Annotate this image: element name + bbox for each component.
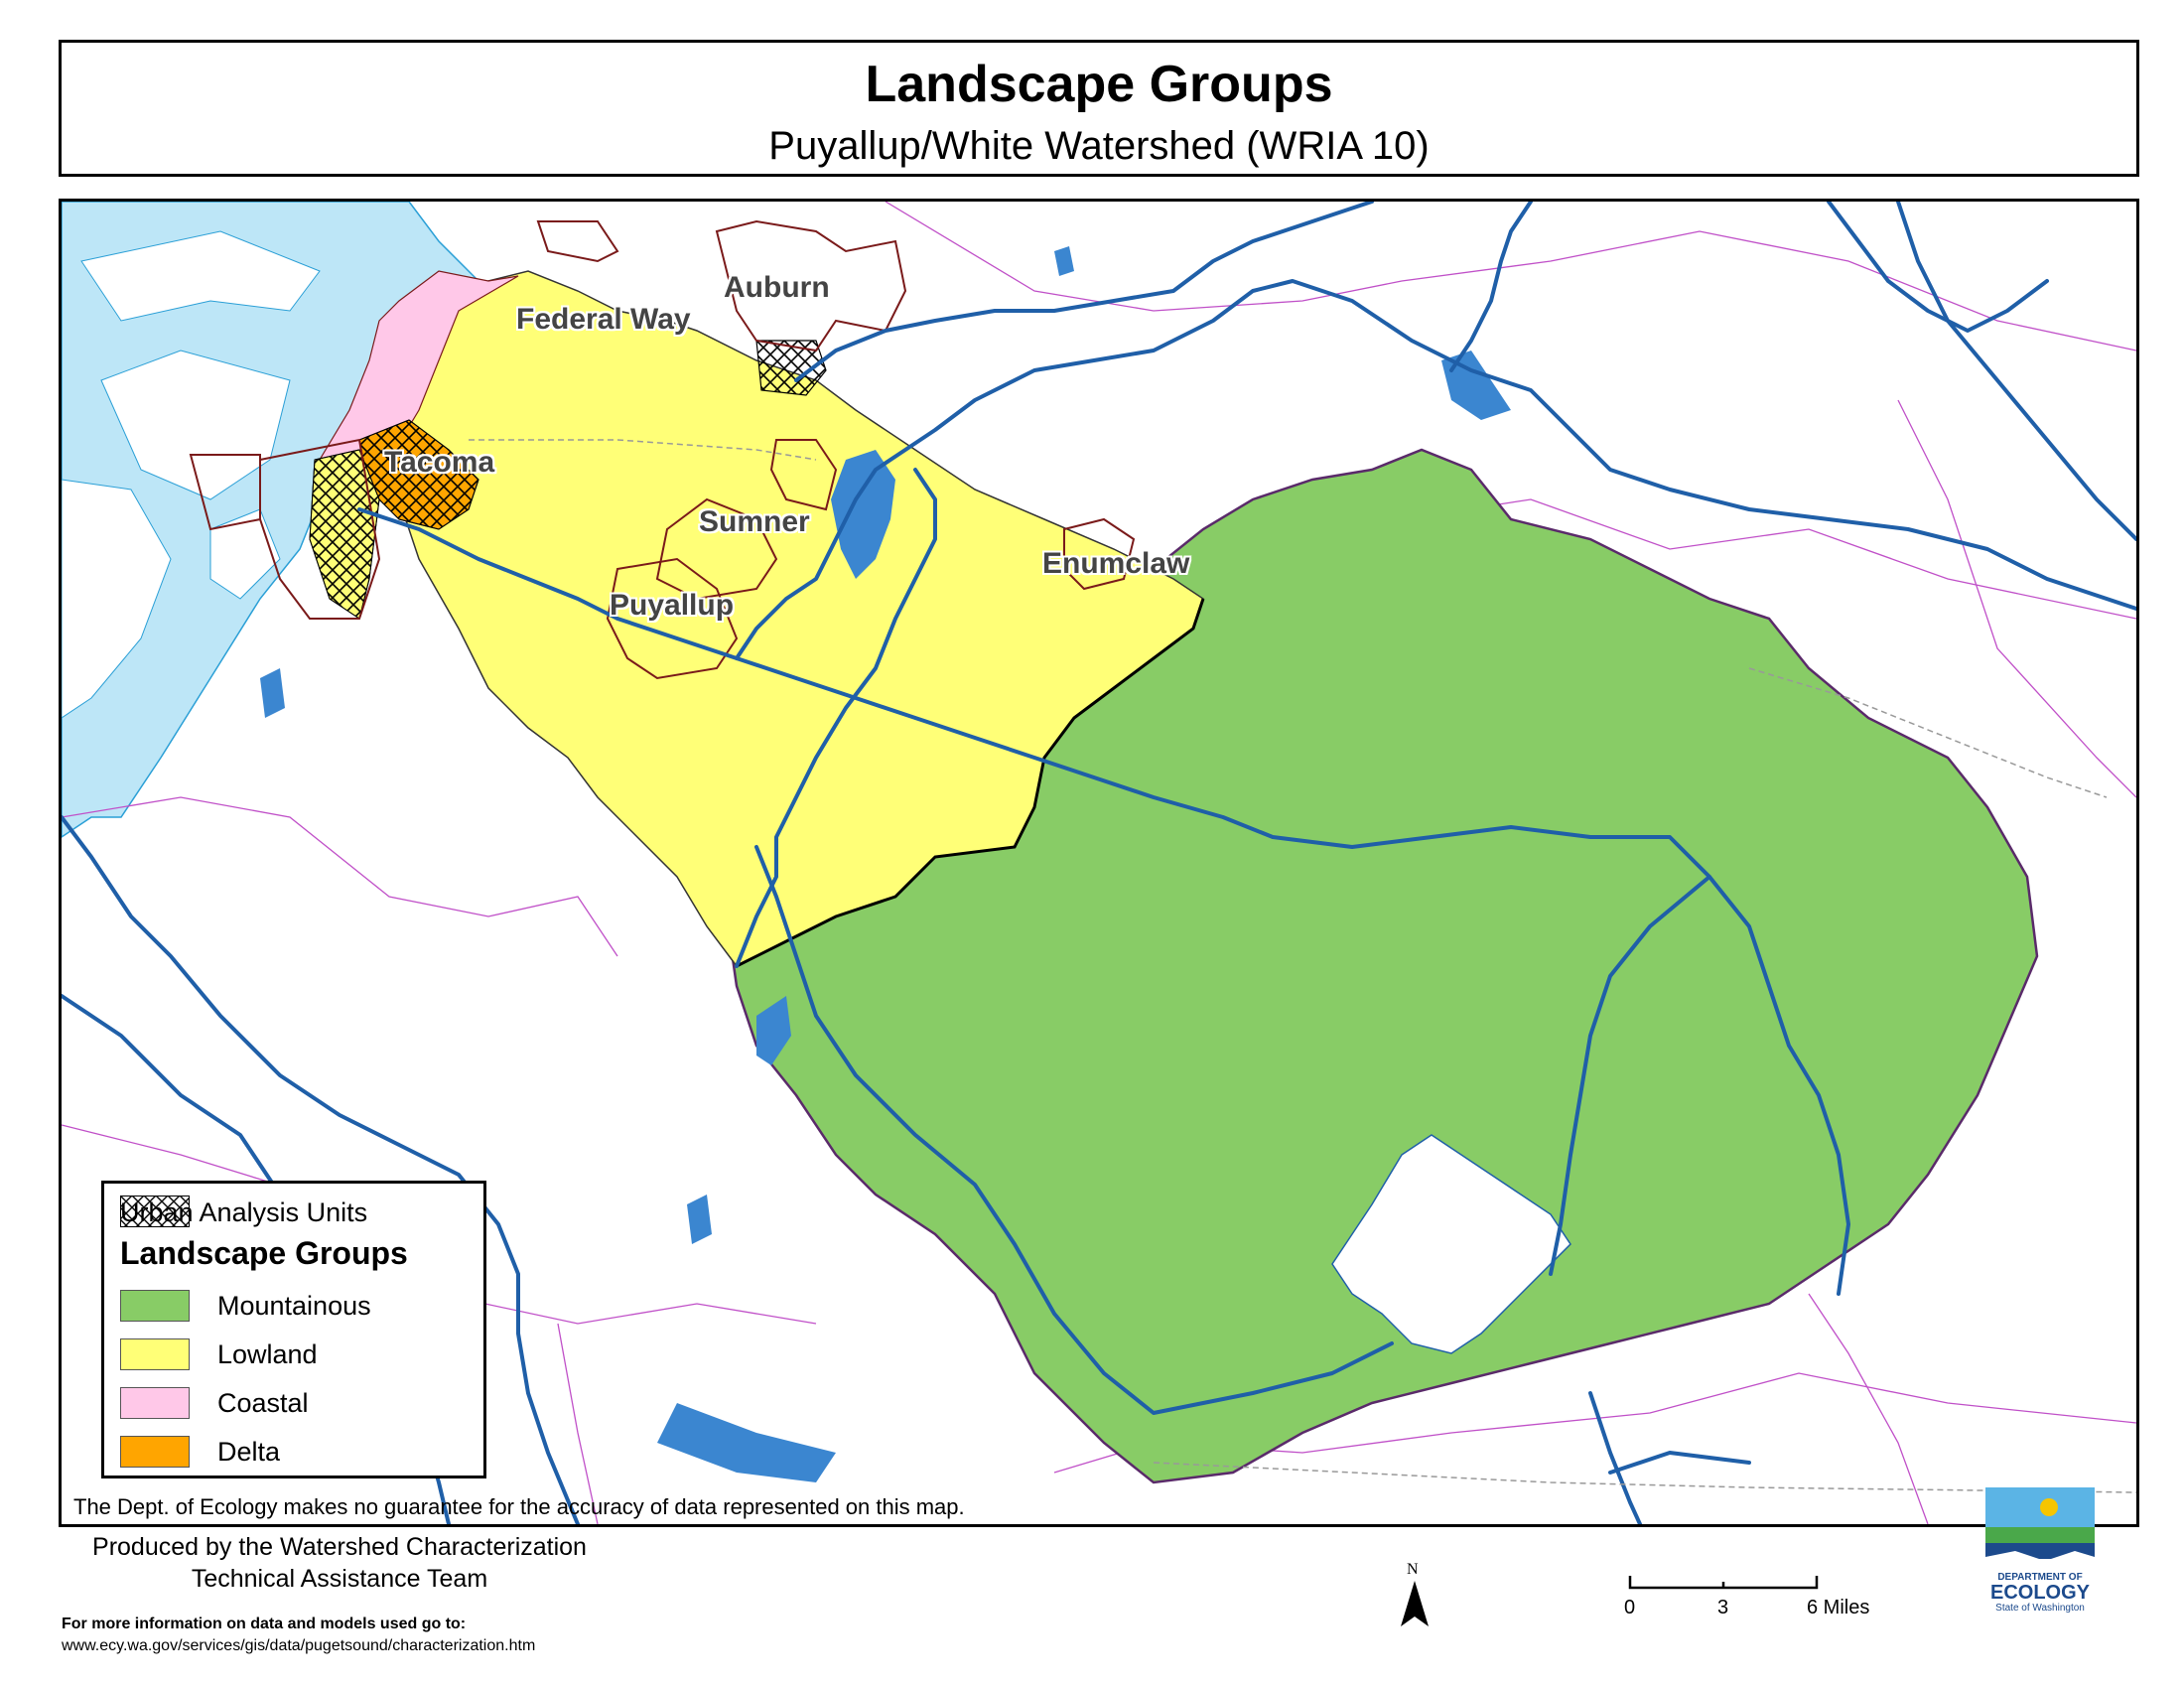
legend-swatch-delta — [120, 1436, 190, 1468]
legend-row-delta: Delta — [120, 1435, 280, 1469]
produced-line-1: Produced by the Watershed Characterizati… — [92, 1533, 587, 1561]
map-legend: Urban Analysis Units Landscape Groups Mo… — [101, 1181, 486, 1478]
more-info: For more information on data and models … — [62, 1614, 535, 1657]
map-title: Landscape Groups — [865, 56, 1333, 113]
legend-swatch-coastal — [120, 1387, 190, 1419]
logo-line-1: DEPARTMENT OF — [1997, 1572, 2083, 1583]
ecology-logo-icon — [1985, 1487, 2095, 1567]
hatch-swatch-icon — [120, 1196, 190, 1227]
island-a — [80, 230, 321, 322]
scale-tick-0: 0 — [1624, 1597, 1636, 1618]
island-c — [62, 479, 172, 719]
legend-swatch-mountainous — [120, 1290, 190, 1322]
north-arrow-shape — [1401, 1581, 1429, 1626]
city-label-sumner: Sumner — [699, 505, 810, 538]
legend-heading: Landscape Groups — [120, 1235, 408, 1271]
more-info-url[interactable]: www.ecy.wa.gov/services/gis/data/pugetso… — [62, 1637, 536, 1654]
scale-bar: 0 3 6 Miles — [1608, 1569, 1926, 1638]
legend-row-lowland: Lowland — [120, 1337, 318, 1371]
legend-label-coastal: Coastal — [217, 1387, 309, 1418]
scale-tick-6: 6 Miles — [1807, 1597, 1870, 1618]
legend-row-urban: Urban Analysis Units — [120, 1196, 367, 1229]
legend-row-mountainous: Mountainous — [120, 1289, 371, 1323]
city-boundaries — [189, 219, 1136, 680]
title-box: Landscape Groups Puyallup/White Watershe… — [59, 40, 2139, 177]
produced-line-2: Technical Assistance Team — [191, 1565, 488, 1593]
legend-swatch-lowland — [120, 1338, 190, 1370]
island-d — [209, 508, 281, 600]
mountain-lowland-boundary — [736, 598, 1205, 968]
logo-line-3: State of Washington — [1995, 1603, 2085, 1614]
legend-label-mountainous: Mountainous — [217, 1290, 371, 1321]
scale-tick-3: 3 — [1717, 1597, 1729, 1618]
north-arrow-icon: N — [1395, 1561, 1434, 1630]
ecology-logo: DEPARTMENT OF ECOLOGY State of Washingto… — [1985, 1487, 2105, 1626]
map-frame[interactable]: Auburn Federal Way Tacoma Sumner Enumcla… — [59, 199, 2139, 1527]
scale-bar-line — [1628, 1576, 1819, 1590]
legend-label-delta: Delta — [217, 1436, 281, 1467]
legend-label-lowland: Lowland — [217, 1338, 318, 1369]
map-subtitle: Puyallup/White Watershed (WRIA 10) — [768, 124, 1430, 168]
city-label-enumclaw: Enumclaw — [1042, 547, 1190, 580]
mt-rainier-glacier — [1331, 1134, 1571, 1354]
logo-line-2: ECOLOGY — [1989, 1582, 2090, 1604]
produced-by: Produced by the Watershed Characterizati… — [62, 1531, 617, 1595]
urban-unit-auburn — [755, 340, 827, 396]
map-canvas — [62, 202, 2136, 1524]
more-info-line-1: For more information on data and models … — [62, 1616, 467, 1632]
city-label-puyallup: Puyallup — [610, 589, 735, 622]
lakes — [260, 246, 1511, 1482]
island-b — [100, 350, 291, 500]
legend-row-coastal: Coastal — [120, 1386, 309, 1420]
north-label: N — [1407, 1561, 1419, 1578]
city-label-federal-way: Federal Way — [516, 303, 691, 336]
roads — [469, 439, 2136, 1493]
city-label-auburn: Auburn — [724, 271, 830, 304]
city-label-tacoma: Tacoma — [384, 446, 495, 479]
disclaimer: The Dept. of Ecology makes no guarantee … — [73, 1494, 965, 1519]
